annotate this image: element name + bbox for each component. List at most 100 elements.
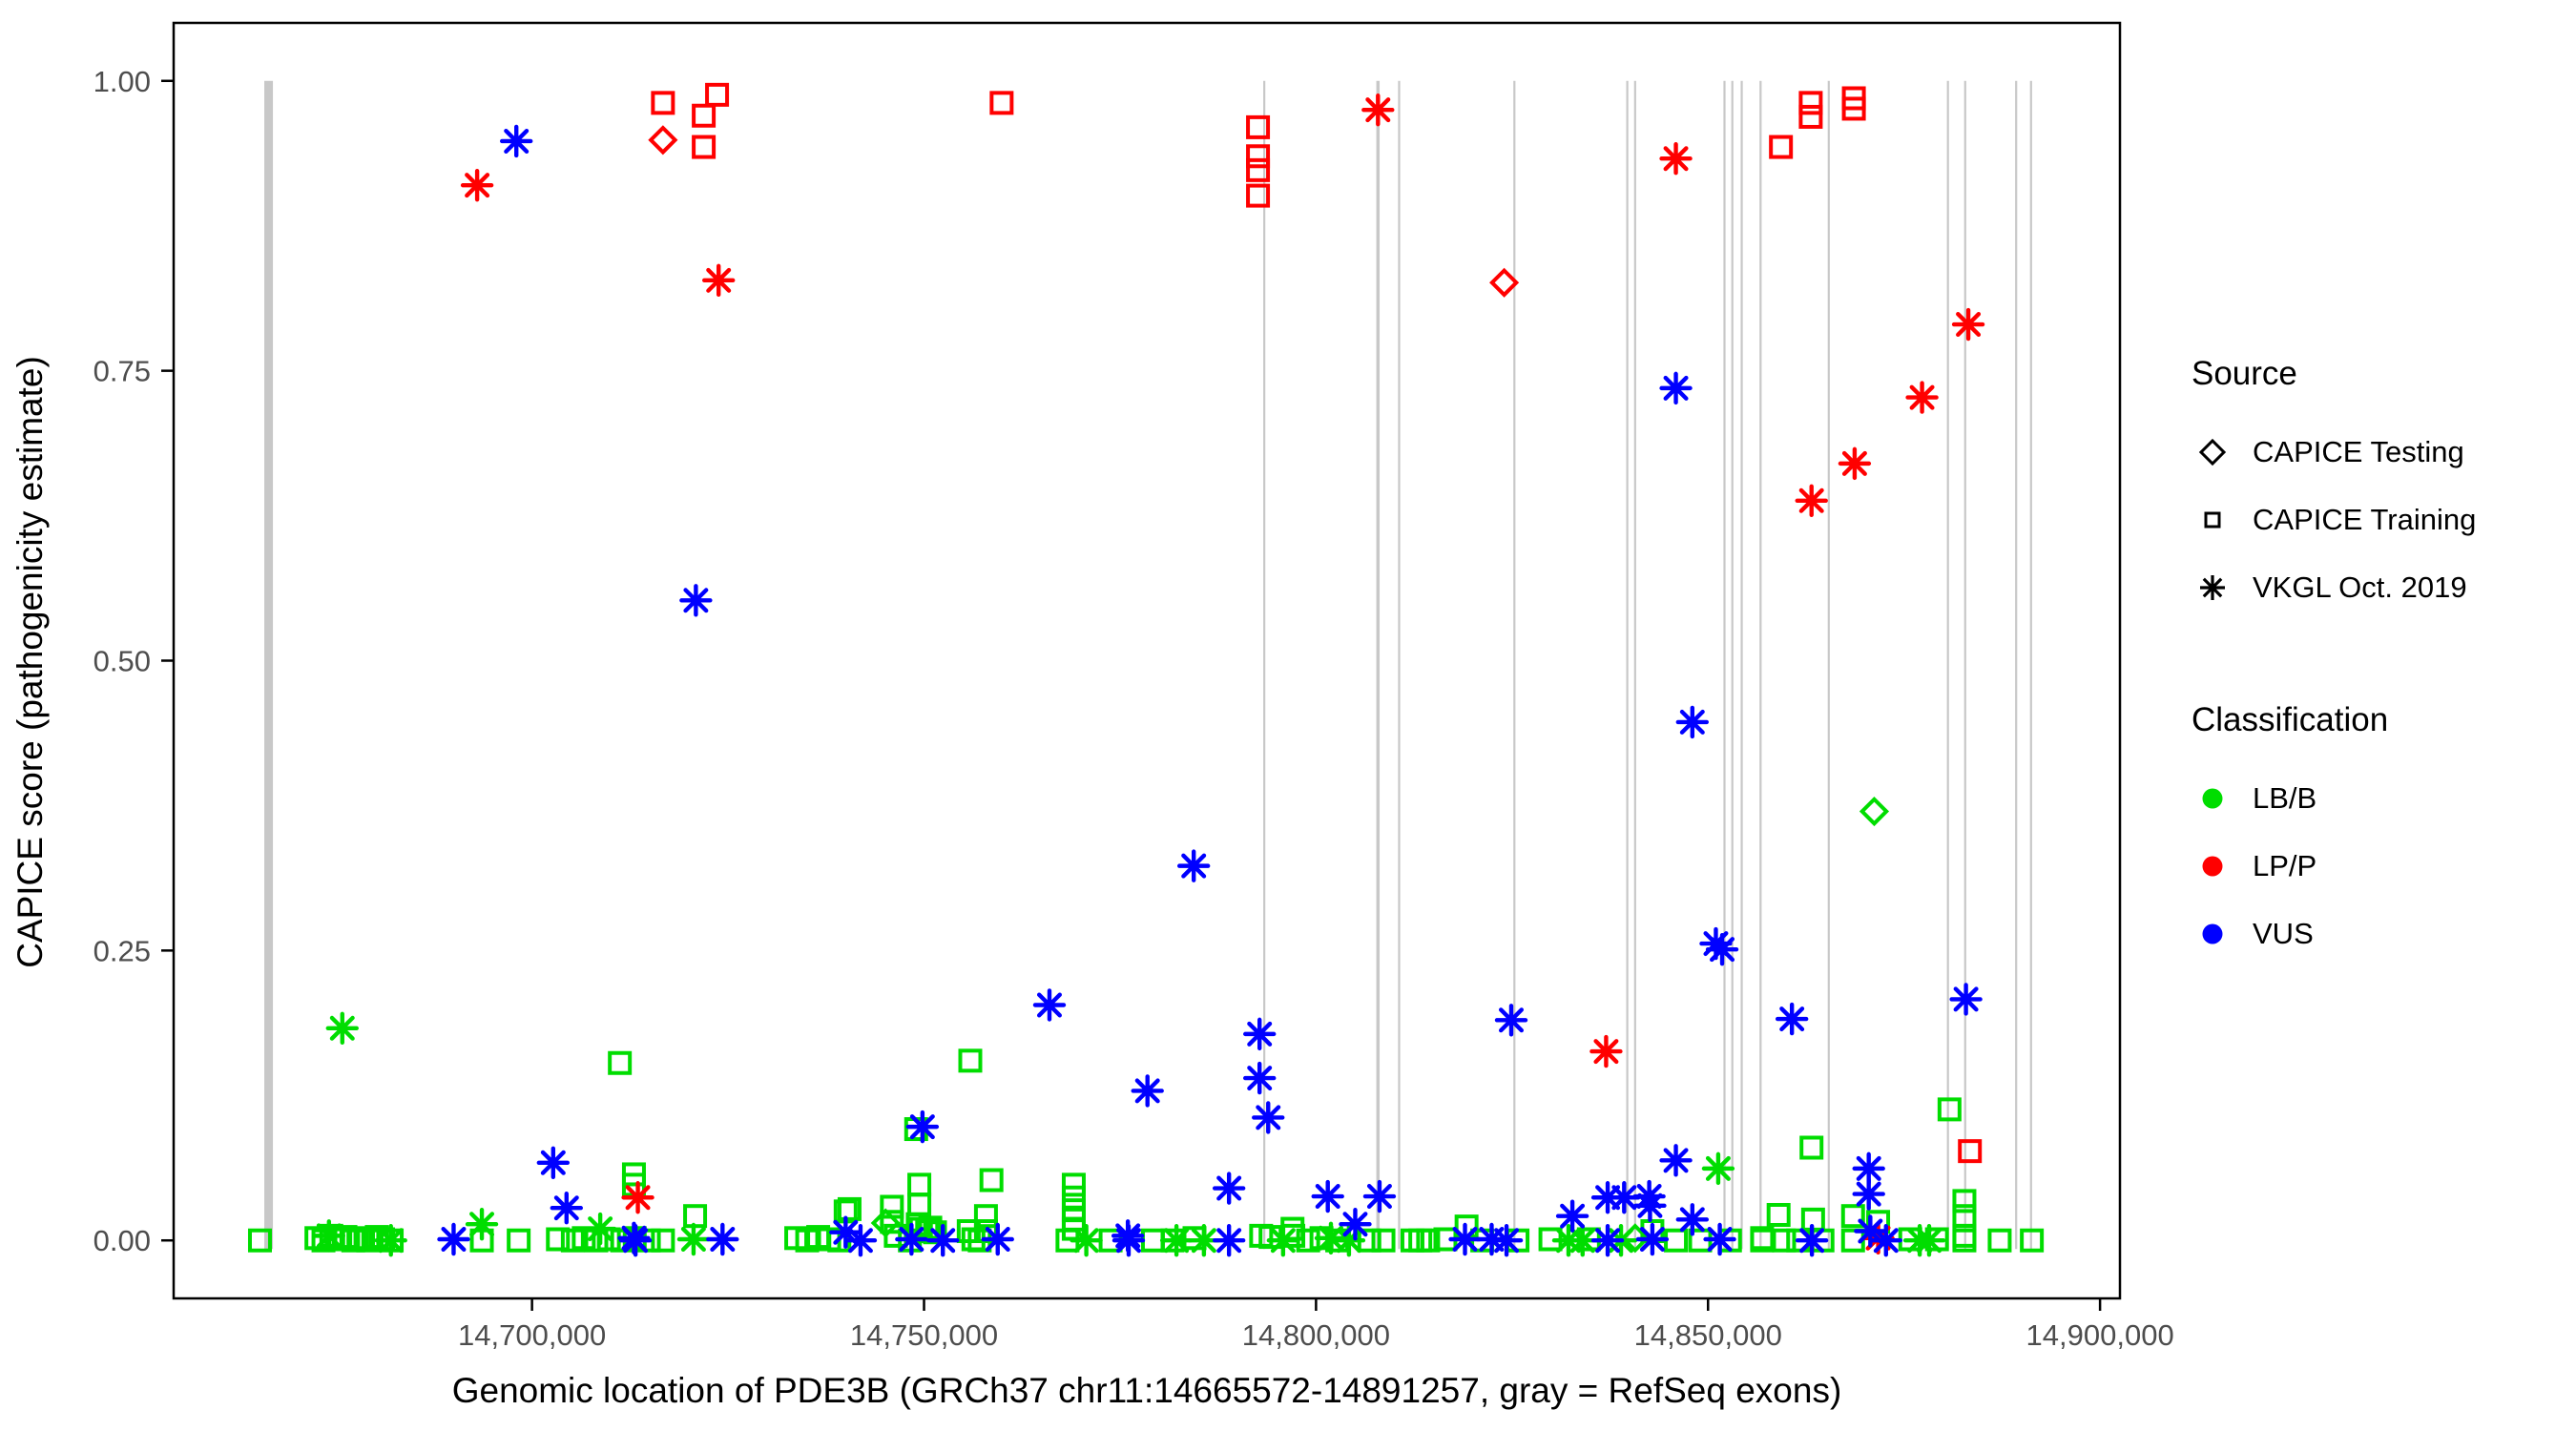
data-point: [460, 168, 494, 202]
exon-band: [2015, 80, 2018, 1250]
data-point: [870, 1208, 901, 1238]
data-point: [1489, 1224, 1524, 1257]
red-dot-icon: [2192, 845, 2253, 887]
exon-band: [1398, 80, 1401, 1250]
data-point: [1566, 1224, 1599, 1257]
exon-band: [2029, 80, 2032, 1250]
data-point: [1905, 381, 1939, 414]
data-point: [1952, 1228, 1977, 1253]
data-point: [1664, 1228, 1689, 1253]
data-point: [1314, 1221, 1348, 1255]
data-point: [958, 1048, 983, 1073]
data-point: [1590, 1224, 1625, 1257]
x-axis-title: Genomic location of PDE3B (GRCh37 chr11:…: [451, 1371, 1842, 1410]
legend-item-label: LB/B: [2253, 780, 2317, 815]
legend-item-label: CAPICE Training: [2253, 502, 2477, 536]
diamond-icon: [2192, 431, 2253, 473]
data-point: [973, 1204, 998, 1229]
exon-band: [1740, 80, 1743, 1250]
data-point: [1859, 796, 1890, 827]
data-point: [583, 1212, 617, 1246]
data-point: [1869, 1224, 1902, 1257]
x-tick-label: 14,700,000: [458, 1318, 606, 1352]
data-point: [1371, 1228, 1396, 1253]
data-point: [1252, 1101, 1285, 1134]
exon-band: [1723, 80, 1726, 1250]
data-point: [907, 1192, 932, 1217]
data-point: [705, 82, 730, 107]
data-point: [1675, 1203, 1710, 1236]
data-point: [1332, 1224, 1366, 1257]
y-axis-title: CAPICE score (pathogenicity estimate): [10, 356, 50, 968]
data-point: [546, 1227, 571, 1252]
y-tick-label: 0.00: [93, 1224, 151, 1257]
data-point: [1705, 932, 1739, 966]
data-point: [907, 1172, 932, 1197]
data-point: [1951, 307, 1985, 342]
data-point: [1635, 1222, 1670, 1256]
data-point: [1187, 1224, 1221, 1257]
data-point: [1701, 1151, 1735, 1186]
data-point: [837, 1196, 862, 1221]
data-point: [325, 1011, 359, 1045]
data-point: [1131, 1074, 1164, 1108]
exon-band: [1626, 80, 1629, 1250]
y-tick-label: 0.25: [93, 934, 151, 967]
data-point: [1243, 1061, 1277, 1095]
data-point: [683, 1204, 708, 1229]
legend-classification: Classification LB/B LP/P VUS: [2192, 701, 2388, 967]
data-point: [1987, 1228, 2012, 1253]
data-point: [1070, 1224, 1103, 1257]
y-tick-label: 1.00: [93, 65, 151, 98]
data-point: [1795, 1224, 1829, 1257]
legend-item-label: VKGL Oct. 2019: [2253, 570, 2467, 604]
legend-item-lbb: LB/B: [2192, 764, 2388, 832]
data-point: [1775, 1002, 1809, 1036]
series-LPP-square: [651, 82, 1983, 1164]
data-point: [1958, 1139, 1983, 1164]
data-point: [1408, 1228, 1433, 1253]
data-point: [880, 1210, 904, 1234]
exon-band: [264, 80, 274, 1250]
data-point: [374, 1224, 407, 1257]
legend-item-label: LP/P: [2253, 848, 2317, 882]
data-point: [1061, 1172, 1086, 1197]
data-point: [1246, 157, 1271, 182]
data-point: [1266, 1224, 1300, 1257]
data-point: [1675, 705, 1710, 739]
data-point: [437, 1222, 470, 1256]
data-point: [702, 263, 736, 298]
legend-source-title: Source: [2192, 355, 2297, 392]
data-point: [989, 91, 1014, 115]
legend-item-label: CAPICE Testing: [2253, 434, 2464, 468]
green-dot-icon: [2192, 778, 2253, 819]
data-point: [348, 1226, 373, 1251]
series-LPP-diamond: [648, 125, 1520, 298]
data-point: [1766, 1202, 1791, 1227]
data-point: [1750, 1228, 1775, 1253]
data-point: [550, 1191, 583, 1225]
data-point: [1659, 1144, 1693, 1177]
data-point: [536, 1146, 571, 1179]
data-point: [312, 1219, 346, 1253]
data-point: [1703, 1222, 1736, 1256]
data-point: [651, 1228, 675, 1253]
data-point: [1949, 983, 1983, 1016]
data-point: [1769, 135, 1794, 159]
data-point: [500, 124, 533, 158]
data-point: [1852, 1151, 1885, 1186]
series-LPP-asterisk: [460, 93, 1985, 1255]
data-point: [843, 1224, 878, 1257]
data-point: [247, 1228, 272, 1253]
legend-item-capice-testing: CAPICE Testing: [2192, 418, 2476, 486]
data-point: [1608, 1181, 1641, 1214]
data-point: [648, 125, 678, 156]
data-point: [1795, 484, 1828, 517]
data-point: [1659, 142, 1693, 176]
data-point: [1416, 1228, 1441, 1253]
data-point: [895, 1222, 928, 1256]
data-point: [979, 1168, 1004, 1192]
legend-item-vkgl: VKGL Oct. 2019: [2192, 553, 2476, 621]
